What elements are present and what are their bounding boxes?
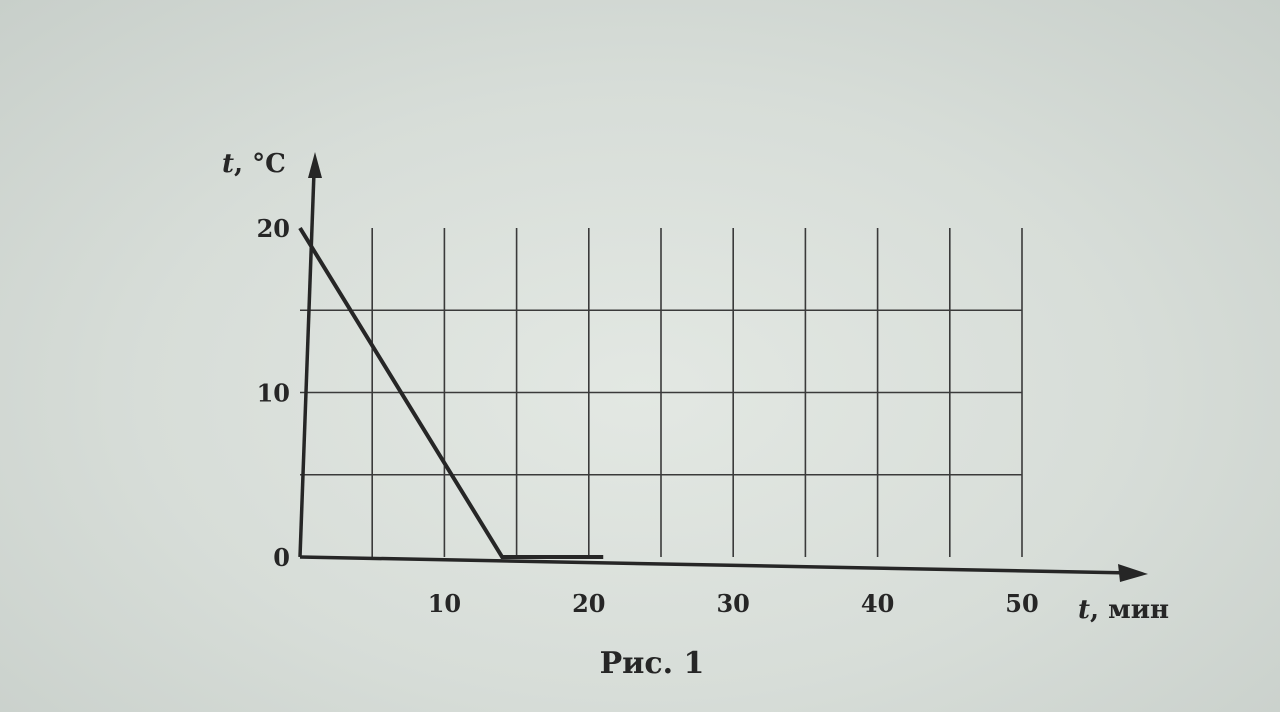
axes: [298, 152, 1148, 582]
figure-caption: Рис. 1: [600, 646, 705, 681]
y-axis-unit: , °C: [234, 149, 286, 179]
x-axis-label: t, мин: [1078, 595, 1169, 625]
tick-labels: 10 20 30 40 50 0 10 20: [257, 214, 1039, 618]
x-tick-label: 30: [716, 589, 749, 618]
x-tick-label: 20: [572, 589, 605, 618]
x-tick-label: 40: [861, 589, 894, 618]
y-axis-line: [298, 171, 316, 558]
x-tick-label: 10: [428, 589, 461, 618]
series-line: [298, 226, 604, 559]
x-axis-line: [299, 555, 1133, 575]
y-axis-arrow: [308, 152, 322, 178]
x-axis-unit: , мин: [1090, 595, 1169, 625]
x-axis-symbol: t: [1078, 595, 1090, 625]
x-tick-label: 50: [1005, 589, 1038, 618]
y-tick-label: 10: [257, 379, 290, 408]
y-tick-label: 0: [273, 543, 290, 572]
grid: [300, 228, 1023, 557]
y-axis-symbol: t: [222, 149, 234, 179]
series-group: [298, 226, 604, 559]
x-axis-arrow: [1118, 564, 1148, 582]
y-axis-label: t, °C: [222, 149, 286, 179]
y-tick-label: 20: [257, 214, 290, 243]
